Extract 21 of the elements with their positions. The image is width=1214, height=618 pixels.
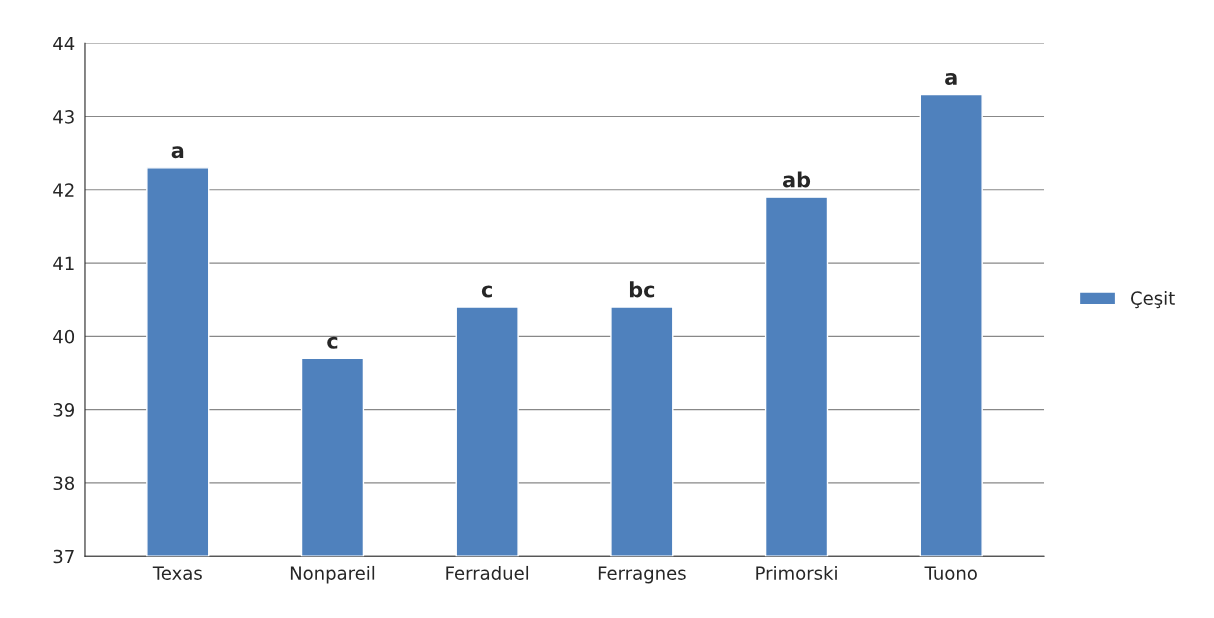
x-tick-label: Ferraduel	[446, 565, 529, 580]
legend-label: Çeşit	[1131, 290, 1175, 309]
data-label: c	[327, 336, 338, 349]
y-tick-label: 39	[53, 403, 74, 417]
x-tick-label: Tuono	[924, 566, 977, 580]
data-label: a	[171, 146, 184, 159]
x-tick-label: Ferragnes	[598, 566, 686, 584]
x-tick-label: Texas	[152, 566, 202, 580]
data-label: ab	[782, 171, 811, 188]
y-tick-label: 37	[53, 549, 74, 564]
y-tick-label: 44	[53, 36, 75, 51]
y-tick-label: 41	[53, 256, 74, 270]
data-label: a	[945, 73, 957, 85]
y-tick-label: 38	[53, 476, 75, 491]
y-tick-label: 40	[53, 329, 75, 344]
data-label: c	[481, 285, 492, 298]
y-tick-label: 42	[53, 183, 74, 197]
data-label: bc	[629, 281, 655, 298]
x-tick-label: Nonpareil	[290, 565, 375, 584]
y-tick-label: 43	[53, 110, 74, 124]
x-tick-label: Primorski	[756, 565, 837, 580]
